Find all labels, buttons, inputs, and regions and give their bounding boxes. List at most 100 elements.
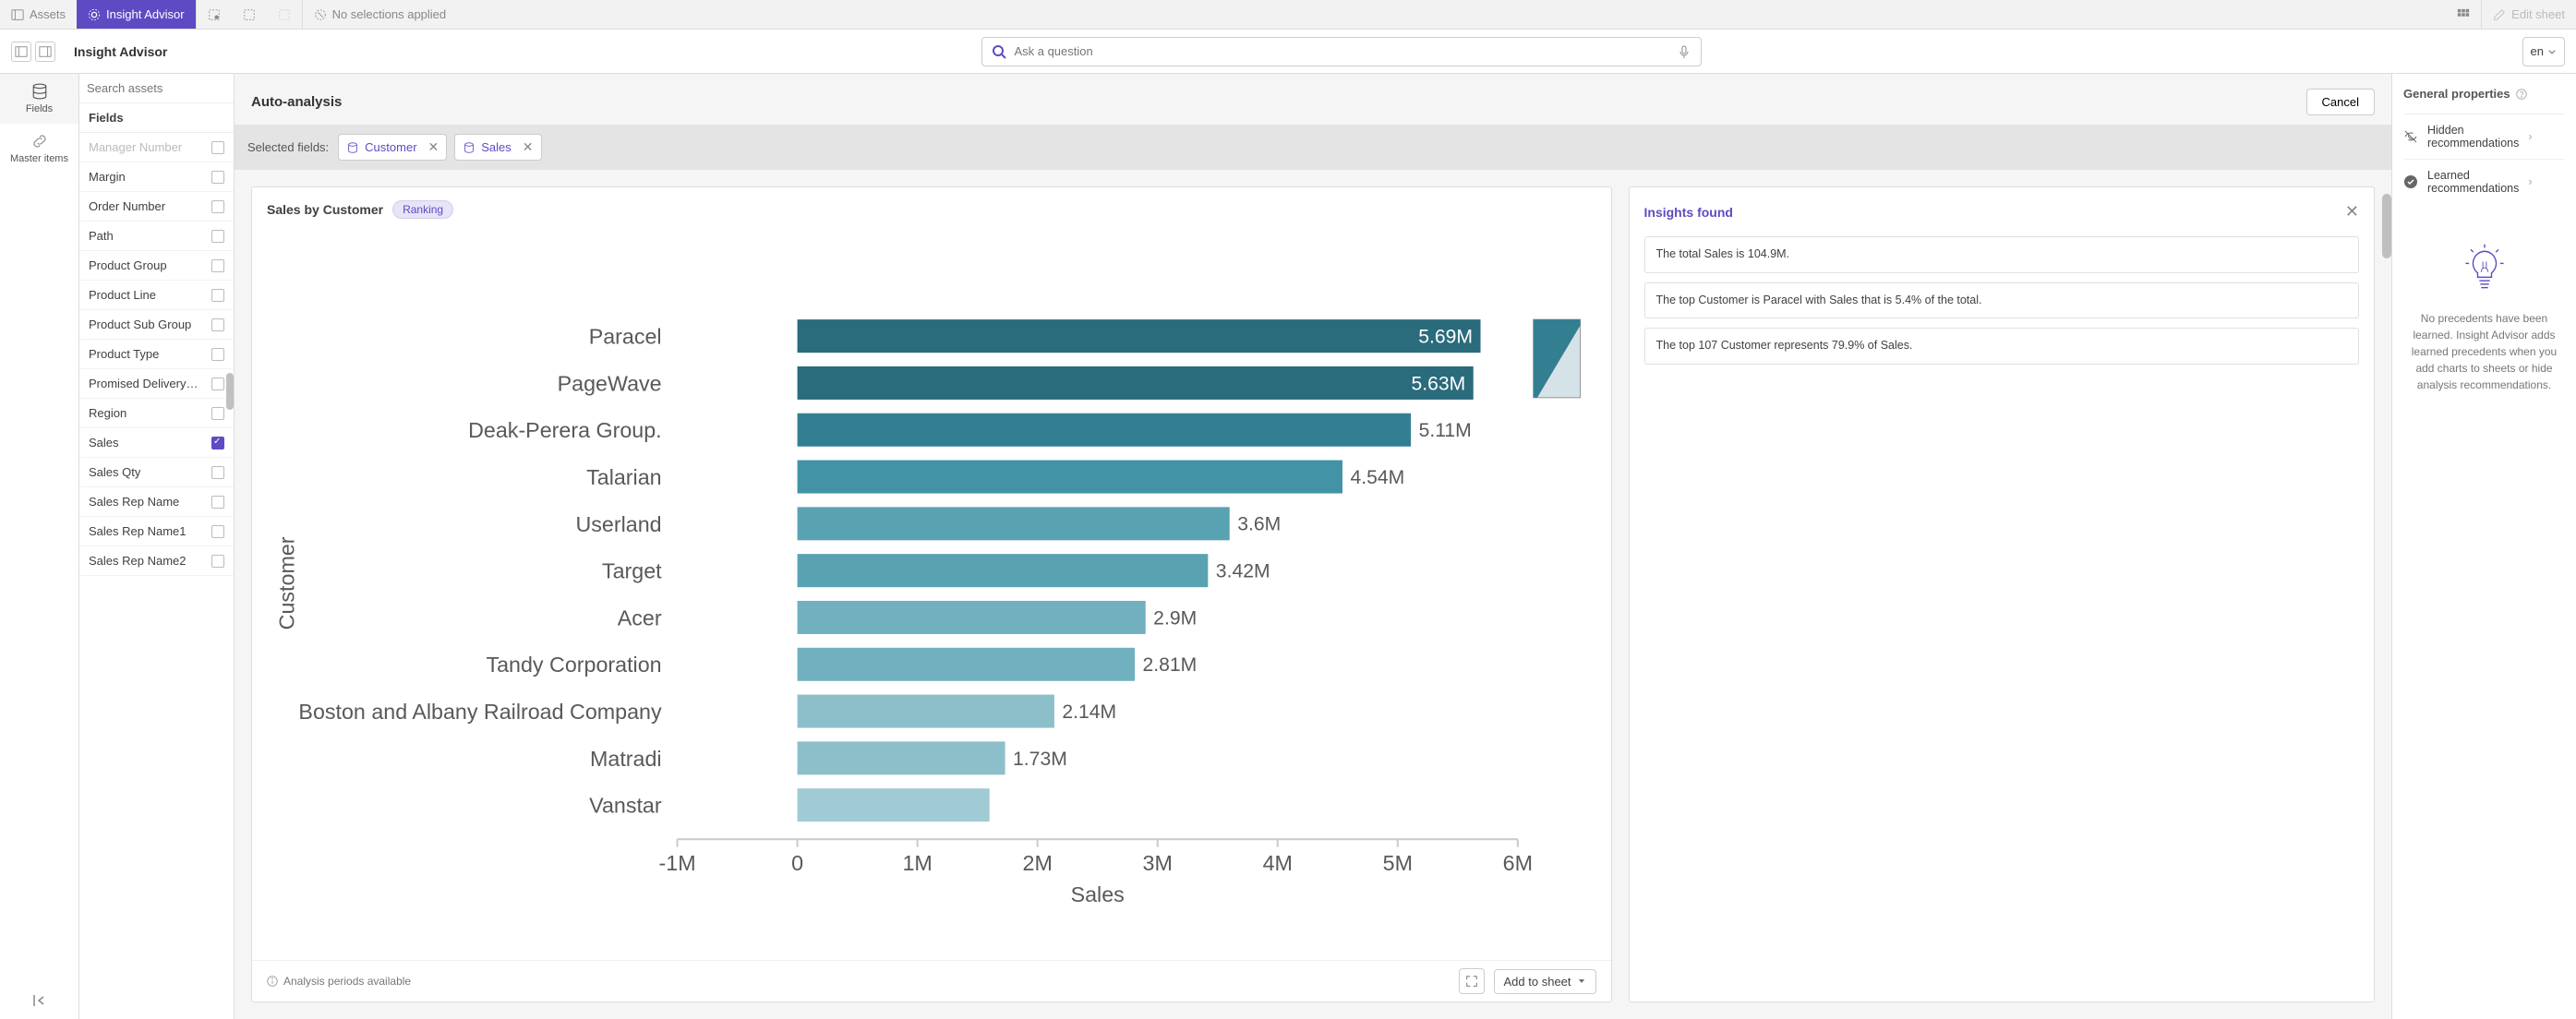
field-row[interactable]: Sales Qty: [79, 458, 234, 487]
insight-item[interactable]: The top 107 Customer represents 79.9% of…: [1644, 328, 2359, 365]
field-checkbox[interactable]: [211, 259, 224, 272]
selected-field-chip[interactable]: Sales✕: [454, 134, 541, 161]
field-checkbox[interactable]: [211, 466, 224, 479]
rail-master-label: Master items: [10, 153, 68, 164]
selection-tool-1[interactable]: [197, 0, 232, 29]
selected-field-chip[interactable]: Customer✕: [338, 134, 447, 161]
hidden-recs-row[interactable]: Hidden recommendations ›: [2403, 114, 2565, 159]
field-checkbox[interactable]: [211, 318, 224, 331]
svg-text:3.6M: 3.6M: [1237, 514, 1281, 535]
assets-icon: [11, 8, 24, 21]
field-row[interactable]: Product Line: [79, 281, 234, 310]
field-row[interactable]: Product Sub Group: [79, 310, 234, 340]
insight-advisor-button[interactable]: Insight Advisor: [77, 0, 196, 29]
field-checkbox[interactable]: [211, 289, 224, 302]
svg-text:1M: 1M: [902, 851, 932, 875]
field-row[interactable]: Sales Rep Name2: [79, 546, 234, 576]
selected-fields-bar: Selected fields: Customer✕Sales✕: [235, 125, 2391, 170]
mic-icon[interactable]: [1677, 44, 1691, 59]
field-row[interactable]: Region: [79, 399, 234, 428]
rail-collapse-button[interactable]: [0, 982, 78, 1019]
insight-item[interactable]: The total Sales is 104.9M.: [1644, 236, 2359, 273]
fields-search[interactable]: [79, 74, 234, 103]
toggle-right-panel[interactable]: [35, 42, 55, 62]
page-title: Insight Advisor: [74, 44, 167, 59]
field-label: Product Group: [89, 258, 167, 272]
top-toolbar: Assets Insight Advisor No selections app…: [0, 0, 2576, 30]
learned-recs-row[interactable]: Learned recommendations ›: [2403, 159, 2565, 204]
field-row[interactable]: Product Type: [79, 340, 234, 369]
fields-list[interactable]: Manager NumberMarginOrder Number Path Prod…: [79, 133, 234, 1019]
edit-icon: [2493, 8, 2506, 21]
check-circle-icon: [2403, 174, 2418, 189]
help-icon[interactable]: [2516, 89, 2527, 100]
chip-remove-icon[interactable]: ✕: [523, 139, 534, 155]
field-checkbox[interactable]: [211, 200, 224, 213]
app-grid-button[interactable]: [2446, 0, 2481, 29]
field-checkbox[interactable]: [211, 378, 224, 390]
clear-selections[interactable]: No selections applied: [303, 0, 458, 29]
field-row[interactable]: Sales: [79, 428, 234, 458]
field-checkbox[interactable]: [211, 348, 224, 361]
field-checkbox[interactable]: [211, 496, 224, 509]
fullscreen-button[interactable]: [1459, 968, 1485, 994]
field-label: Path: [89, 229, 114, 243]
field-checkbox[interactable]: [211, 141, 224, 154]
svg-text:4.54M: 4.54M: [1350, 467, 1404, 488]
database-icon: [31, 83, 48, 100]
ranking-badge: Ranking: [392, 200, 453, 219]
question-search[interactable]: [981, 37, 1702, 66]
edit-sheet-button[interactable]: Edit sheet: [2482, 0, 2576, 29]
rail-master-items[interactable]: Master items: [0, 124, 78, 174]
language-dropdown[interactable]: en: [2522, 37, 2565, 66]
field-row[interactable]: Order Number: [79, 192, 234, 222]
field-checkbox[interactable]: [211, 555, 224, 568]
edit-sheet-label: Edit sheet: [2511, 7, 2565, 21]
chart-body[interactable]: CustomerParacel5.69MPageWave5.63MDeak-Pe…: [252, 226, 1611, 960]
cancel-button[interactable]: Cancel: [2306, 89, 2375, 115]
field-row[interactable]: Product Group: [79, 251, 234, 281]
insight-item[interactable]: The top Customer is Paracel with Sales t…: [1644, 282, 2359, 319]
field-icon: [346, 141, 359, 154]
close-insights-button[interactable]: ✕: [2345, 202, 2359, 222]
field-row[interactable]: Path: [79, 222, 234, 251]
properties-title: General properties: [2403, 87, 2510, 101]
field-checkbox[interactable]: [211, 230, 224, 243]
svg-text:3M: 3M: [1143, 851, 1173, 875]
rail-fields[interactable]: Fields: [0, 74, 78, 124]
field-row[interactable]: Sales Rep Name1: [79, 517, 234, 546]
chevron-right-icon: ›: [2528, 175, 2565, 188]
fields-search-input[interactable]: [87, 81, 226, 95]
chevron-right-icon: ›: [2528, 130, 2565, 143]
svg-text:5.69M: 5.69M: [1418, 327, 1473, 348]
field-checkbox[interactable]: [211, 437, 224, 450]
selection-tool-2[interactable]: [232, 0, 267, 29]
toggle-left-panel[interactable]: [11, 42, 31, 62]
panel-left-icon: [15, 45, 28, 58]
search-input[interactable]: [1014, 44, 1677, 58]
clear-icon: [314, 8, 327, 21]
center-scrollbar-thumb[interactable]: [2382, 194, 2391, 258]
bar-chart[interactable]: CustomerParacel5.69MPageWave5.63MDeak-Pe…: [267, 234, 1596, 953]
field-row[interactable]: Promised Delivery D...: [79, 369, 234, 399]
center-panel: Auto-analysis Cancel Selected fields: Cu…: [235, 74, 2391, 1019]
svg-text:Tandy Corporation: Tandy Corporation: [486, 653, 661, 677]
add-to-sheet-button[interactable]: Add to sheet: [1494, 969, 1596, 994]
chip-remove-icon[interactable]: ✕: [428, 139, 439, 155]
field-row[interactable]: Sales Rep Name: [79, 487, 234, 517]
assets-button[interactable]: Assets: [0, 0, 77, 29]
properties-panel: General properties Hidden recommendation…: [2391, 74, 2576, 1019]
field-row[interactable]: Margin: [79, 162, 234, 192]
field-checkbox[interactable]: [211, 407, 224, 420]
field-label: Product Type: [89, 347, 159, 361]
empty-state: No precedents have been learned. Insight…: [2403, 241, 2565, 393]
analysis-periods[interactable]: Analysis periods available: [267, 975, 411, 988]
selection-back-icon: [278, 8, 291, 21]
selection-tool-3[interactable]: [267, 0, 302, 29]
field-row[interactable]: Manager Number: [79, 133, 234, 162]
field-label: Promised Delivery D...: [89, 377, 199, 390]
chart-header: Sales by Customer Ranking: [252, 187, 1611, 226]
field-checkbox[interactable]: [211, 171, 224, 184]
field-checkbox[interactable]: [211, 525, 224, 538]
fields-scrollbar-thumb[interactable]: [226, 373, 234, 410]
